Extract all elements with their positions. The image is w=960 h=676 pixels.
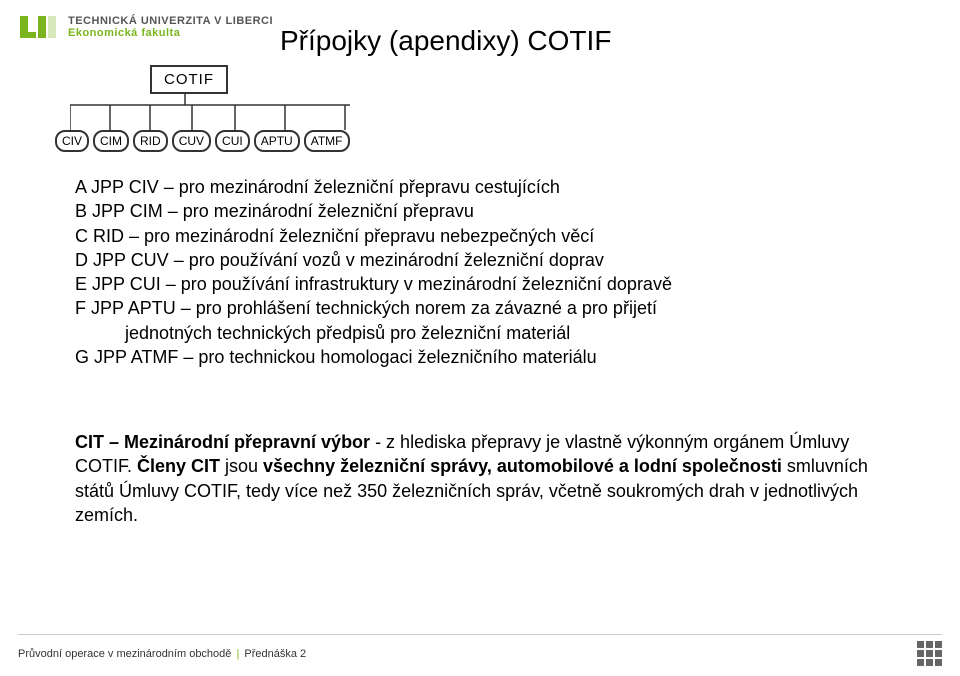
list-item-d: D JPP CUV – pro používání vozů v mezinár…	[75, 248, 900, 272]
cit-paragraph: CIT – Mezinárodní přepravní výbor - z hl…	[75, 430, 900, 527]
list-item-f: F JPP APTU – pro prohlášení technických …	[75, 296, 900, 320]
list-item-b: B JPP CIM – pro mezinárodní železniční p…	[75, 199, 900, 223]
university-name-block: TECHNICKÁ UNIVERZITA V LIBERCI Ekonomick…	[68, 15, 273, 39]
para-bold-2: Členy CIT	[137, 456, 220, 476]
footer-lecture: Přednáška 2	[244, 648, 306, 660]
list-item-f-cont: jednotných technických předpisů pro žele…	[125, 321, 900, 345]
tree-child-aptu: APTU	[254, 130, 300, 152]
list-item-a: A JPP CIV – pro mezinárodní železniční p…	[75, 175, 900, 199]
footer-separator: |	[236, 648, 239, 660]
para-bold-1: CIT – Mezinárodní přepravní výbor	[75, 432, 370, 452]
footer-text: Průvodní operace v mezinárodním obchodě …	[18, 648, 306, 660]
university-logo	[18, 10, 58, 44]
tree-connector-lines	[70, 65, 380, 135]
faculty-name: Ekonomická fakulta	[68, 27, 273, 39]
tree-child-civ: CIV	[55, 130, 89, 152]
appendix-list: A JPP CIV – pro mezinárodní železniční p…	[75, 175, 900, 369]
tree-child-cui: CUI	[215, 130, 250, 152]
list-item-c: C RID – pro mezinárodní železniční přepr…	[75, 224, 900, 248]
tree-child-cuv: CUV	[172, 130, 211, 152]
slide-title: Přípojky (apendixy) COTIF	[280, 25, 611, 57]
tree-child-cim: CIM	[93, 130, 129, 152]
tree-child-rid: RID	[133, 130, 168, 152]
university-name: TECHNICKÁ UNIVERZITA V LIBERCI	[68, 15, 273, 27]
tree-children-row: CIV CIM RID CUV CUI APTU ATMF	[55, 130, 350, 152]
tree-child-atmf: ATMF	[304, 130, 350, 152]
footer-squares-icon	[917, 641, 942, 666]
page-footer: Průvodní operace v mezinárodním obchodě …	[18, 634, 942, 666]
page-header: TECHNICKÁ UNIVERZITA V LIBERCI Ekonomick…	[18, 10, 273, 44]
para-text-2: jsou	[220, 456, 263, 476]
footer-course: Průvodní operace v mezinárodním obchodě	[18, 648, 231, 660]
para-bold-3: všechny železniční správy, automobilové …	[263, 456, 782, 476]
list-item-e: E JPP CUI – pro používání infrastruktury…	[75, 272, 900, 296]
list-item-g: G JPP ATMF – pro technickou homologaci ž…	[75, 345, 900, 369]
